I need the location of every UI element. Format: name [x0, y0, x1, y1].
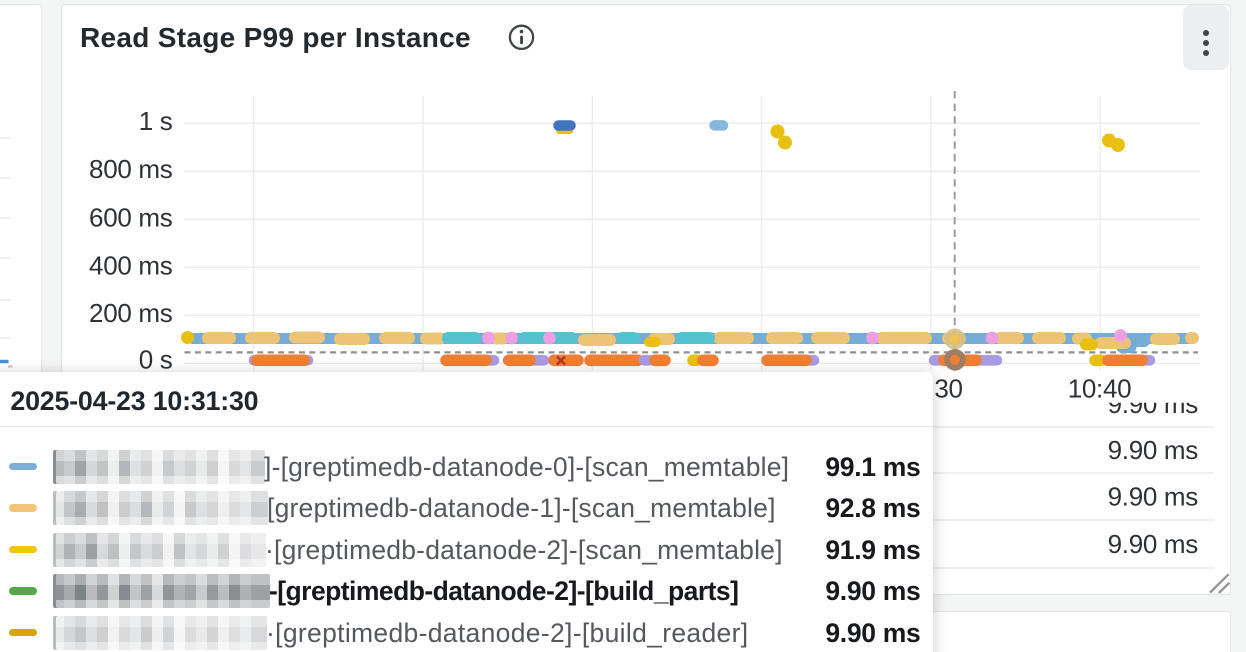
- svg-text:9.90 ms: 9.90 ms: [1108, 435, 1199, 465]
- svg-text:200 ms: 200 ms: [89, 298, 173, 328]
- svg-text:9.90 ms: 9.90 ms: [1108, 482, 1199, 512]
- svg-text:0 s: 0 s: [139, 344, 173, 374]
- svg-text:800 ms: 800 ms: [89, 154, 173, 184]
- svg-text:9.90 ms: 9.90 ms: [1108, 529, 1199, 559]
- svg-text:10:40: 10:40: [1068, 374, 1132, 404]
- svg-text:1 s: 1 s: [139, 106, 173, 136]
- svg-text:9.90 ms: 9.90 ms: [1108, 389, 1199, 419]
- svg-text:600 ms: 600 ms: [89, 202, 173, 232]
- svg-text:400 ms: 400 ms: [89, 250, 173, 280]
